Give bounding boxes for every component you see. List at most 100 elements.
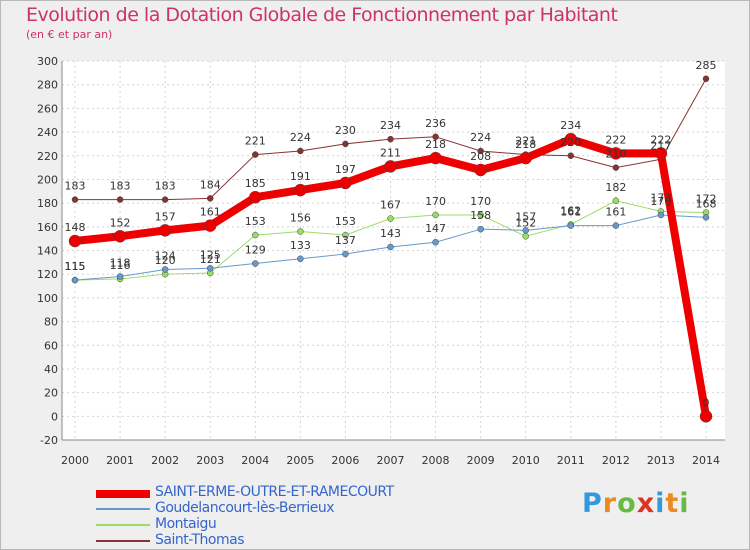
data-label: 121 [200, 253, 221, 266]
x-tick-label: 2009 [467, 454, 495, 467]
data-point [387, 243, 394, 251]
y-tick-label: 120 [37, 268, 58, 281]
data-label: 115 [65, 260, 86, 273]
data-label: 153 [335, 215, 356, 228]
data-label: 234 [380, 119, 401, 132]
y-tick-label: 140 [37, 245, 58, 258]
data-point [342, 231, 349, 239]
y-tick-label: 180 [37, 197, 58, 210]
data-point [477, 147, 484, 155]
data-point [342, 140, 349, 148]
x-tick-label: 2006 [331, 454, 359, 467]
data-label: 208 [470, 150, 491, 163]
legend-swatch [96, 540, 150, 542]
legend-label: Montaigu [155, 516, 217, 532]
x-tick-label: 2002 [151, 454, 179, 467]
data-label: 168 [696, 197, 717, 210]
data-point [252, 231, 259, 239]
data-label: 173 [650, 191, 671, 204]
data-label: 236 [425, 117, 446, 130]
x-tick-label: 2003 [196, 454, 224, 467]
data-label: 124 [155, 249, 176, 262]
data-point [387, 215, 394, 222]
data-label: 157 [515, 210, 536, 223]
y-tick-label: -20 [40, 434, 58, 447]
data-point [654, 147, 668, 160]
legend-swatch [96, 524, 150, 526]
x-tick-label: 2000 [61, 454, 89, 467]
data-point [116, 273, 124, 280]
y-tick-label: 160 [37, 221, 58, 234]
y-tick-label: 100 [37, 292, 58, 305]
data-point [297, 255, 304, 263]
y-tick-label: 300 [37, 55, 58, 68]
data-point [297, 228, 304, 235]
data-point [206, 265, 214, 272]
data-point [158, 224, 172, 237]
legend-swatch [96, 490, 150, 498]
legend-label: Goudelancourt-lès-Berrieux [155, 500, 335, 516]
data-label: 167 [380, 199, 401, 212]
data-point [477, 225, 484, 233]
data-label: 222 [650, 133, 671, 146]
data-label: 118 [110, 257, 131, 270]
data-label: 156 [290, 212, 311, 225]
data-label: 172 [696, 193, 717, 206]
data-label: 218 [515, 138, 536, 151]
data-point [519, 151, 532, 165]
x-tick-label: 2013 [647, 454, 675, 467]
data-label: 143 [380, 227, 401, 240]
legend-swatch [96, 508, 150, 510]
data-label: 0 [703, 396, 710, 409]
data-label: 191 [290, 170, 311, 183]
y-tick-label: 60 [44, 339, 58, 352]
data-point [116, 196, 124, 203]
x-tick-label: 2010 [512, 454, 540, 467]
data-label: 218 [425, 138, 446, 151]
y-tick-label: 220 [37, 150, 58, 163]
data-label: 183 [110, 180, 131, 193]
data-label: 211 [380, 146, 401, 159]
y-tick-label: 80 [44, 316, 58, 329]
data-point [432, 133, 439, 141]
data-point [657, 211, 665, 219]
data-point [206, 195, 214, 202]
y-tick-label: 40 [44, 363, 58, 376]
chart-subtitle: (en € et par an) [26, 28, 113, 41]
data-label: 137 [335, 234, 356, 247]
data-label: 148 [65, 221, 86, 234]
data-label: 184 [200, 178, 221, 191]
x-tick-label: 2012 [602, 454, 630, 467]
data-label: 217 [650, 139, 671, 152]
x-tick-label: 2008 [422, 454, 450, 467]
data-label: 197 [335, 163, 356, 176]
data-label: 170 [470, 195, 491, 208]
data-label: 221 [245, 135, 266, 148]
x-tick-label: 2001 [106, 454, 134, 467]
data-label: 222 [605, 133, 626, 146]
data-point [249, 190, 262, 204]
data-label: 230 [335, 124, 356, 137]
x-tick-label: 2005 [286, 454, 314, 467]
y-tick-label: 280 [37, 79, 58, 92]
x-tick-label: 2004 [241, 454, 269, 467]
data-point [161, 266, 169, 273]
chart-title: Evolution de la Dotation Globale de Fonc… [26, 4, 618, 26]
data-point [699, 410, 713, 423]
data-point [432, 211, 439, 219]
data-label: 125 [200, 248, 221, 261]
data-label: 183 [65, 180, 86, 193]
data-label: 210 [605, 148, 626, 161]
data-point [474, 163, 487, 177]
data-point [702, 214, 710, 221]
y-tick-label: 20 [44, 387, 58, 400]
data-point [113, 230, 127, 243]
data-point [71, 276, 79, 284]
data-label: 133 [290, 239, 311, 252]
data-point [252, 260, 259, 267]
data-label: 221 [515, 135, 536, 148]
data-point [429, 151, 442, 165]
data-label: 224 [470, 131, 491, 144]
data-label: 129 [245, 244, 266, 257]
data-point [702, 75, 710, 83]
